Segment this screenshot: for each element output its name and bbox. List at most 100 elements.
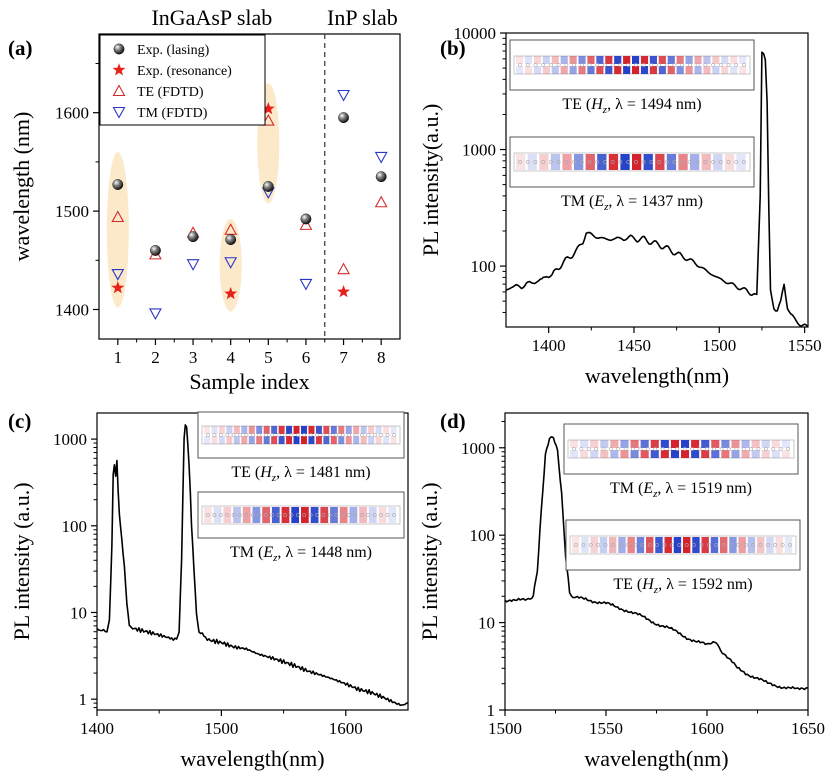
air-hole bbox=[703, 160, 708, 164]
field-lobe bbox=[551, 66, 559, 74]
series-tm-fdtd- bbox=[111, 89, 388, 321]
air-hole bbox=[360, 513, 364, 517]
air-hole bbox=[250, 433, 255, 437]
air-hole bbox=[743, 543, 748, 547]
field-lobe bbox=[632, 66, 640, 74]
field-lobe bbox=[226, 426, 233, 434]
air-hole bbox=[564, 160, 569, 164]
x-tick-label: 1400 bbox=[532, 336, 566, 355]
x-tick-label: 5 bbox=[264, 348, 273, 367]
air-hole bbox=[672, 63, 677, 67]
panel-4: 1500 1550 1600 1650 1 10 100 1000 wavelength(nm)… bbox=[417, 409, 825, 771]
x-tick-label: 7 bbox=[339, 348, 348, 367]
field-lobe bbox=[658, 66, 666, 74]
air-hole bbox=[541, 160, 546, 164]
air-hole bbox=[610, 160, 615, 164]
marker-te bbox=[111, 210, 125, 223]
waveguide-outline bbox=[569, 535, 797, 555]
field-lobe bbox=[578, 66, 586, 74]
air-hole bbox=[385, 433, 390, 437]
y-tick-label: 10000 bbox=[454, 24, 497, 43]
air-hole bbox=[231, 433, 236, 437]
x-tick-label: 1450 bbox=[617, 336, 651, 355]
marker-resonance bbox=[112, 63, 126, 76]
field-lobe bbox=[636, 537, 645, 553]
air-hole bbox=[206, 433, 210, 437]
field-lobe bbox=[339, 507, 348, 523]
inset-label-field: H bbox=[641, 576, 655, 593]
field-lobe bbox=[360, 436, 367, 444]
field-lobe bbox=[655, 154, 665, 170]
air-hole bbox=[379, 433, 384, 437]
field-lobe bbox=[600, 440, 609, 448]
field-lobe bbox=[721, 56, 729, 64]
field-lobe bbox=[597, 154, 607, 170]
marker-te bbox=[112, 84, 126, 97]
air-hole bbox=[684, 543, 689, 547]
field-lobe bbox=[667, 66, 675, 74]
air-hole bbox=[372, 433, 377, 437]
marker-te bbox=[374, 195, 388, 208]
air-hole bbox=[649, 160, 654, 164]
field-lobe bbox=[632, 154, 642, 170]
air-hole bbox=[556, 63, 561, 67]
air-hole bbox=[587, 63, 592, 67]
inset-label: TM (Ez, λ = 1437 nm) bbox=[561, 193, 703, 213]
y-tick-label: 1000 bbox=[461, 439, 495, 458]
air-hole bbox=[641, 160, 646, 164]
field-lobe bbox=[720, 537, 728, 553]
air-hole bbox=[618, 160, 623, 164]
air-hole bbox=[688, 63, 692, 67]
x-tick-label: 1600 bbox=[329, 719, 363, 738]
field-lobe bbox=[739, 66, 747, 74]
y-axis-label: PL intensity (a.u.) bbox=[417, 482, 442, 640]
field-lobe bbox=[542, 56, 550, 64]
field-lobe bbox=[516, 56, 524, 64]
y-tick-label: 100 bbox=[471, 257, 497, 276]
air-hole bbox=[353, 433, 358, 437]
air-hole bbox=[653, 447, 658, 451]
field-lobe bbox=[623, 56, 631, 64]
air-hole bbox=[525, 160, 530, 164]
air-hole bbox=[283, 513, 287, 517]
air-hole bbox=[270, 433, 275, 437]
air-hole bbox=[588, 543, 593, 547]
air-hole bbox=[385, 513, 390, 517]
field-lobe bbox=[226, 436, 233, 444]
air-hole bbox=[556, 160, 561, 164]
air-hole bbox=[660, 447, 665, 451]
field-lobe bbox=[301, 426, 307, 434]
field-lobe bbox=[338, 426, 345, 434]
field-lobe bbox=[757, 537, 765, 553]
air-hole bbox=[765, 543, 770, 547]
marker-lasing bbox=[187, 231, 199, 243]
marker-resonance bbox=[224, 286, 238, 300]
air-hole bbox=[340, 433, 345, 437]
panel-3: 1400 1500 1600 1 10 100 1000 wavelength(nm) PL i… bbox=[8, 409, 409, 771]
waveguide-outline bbox=[201, 505, 401, 525]
inset-label-sub: z bbox=[602, 104, 608, 116]
field-lobe bbox=[599, 537, 608, 553]
inset-label-mode: TE ( bbox=[231, 464, 260, 481]
field-lobe bbox=[349, 507, 358, 523]
series-exp-lasing- bbox=[112, 112, 387, 256]
field-lobe bbox=[761, 450, 770, 458]
marker-te bbox=[261, 113, 275, 126]
air-hole bbox=[289, 513, 294, 517]
field-lobe bbox=[605, 66, 613, 74]
air-hole bbox=[340, 513, 345, 517]
field-lobe bbox=[551, 56, 559, 64]
air-hole bbox=[773, 543, 778, 547]
air-hole bbox=[276, 513, 281, 517]
field-lobe bbox=[233, 426, 240, 434]
field-lobe bbox=[560, 66, 568, 74]
air-hole bbox=[212, 433, 217, 437]
y-axis-label: wavelength (nm) bbox=[9, 112, 34, 262]
field-lobe bbox=[711, 450, 720, 458]
inset-label-sub: z bbox=[653, 584, 659, 596]
air-hole bbox=[786, 447, 790, 451]
inset-label-mode: TM ( bbox=[610, 480, 643, 497]
field-lobe bbox=[533, 56, 541, 64]
field-lobe bbox=[360, 426, 367, 434]
air-hole bbox=[662, 543, 667, 547]
